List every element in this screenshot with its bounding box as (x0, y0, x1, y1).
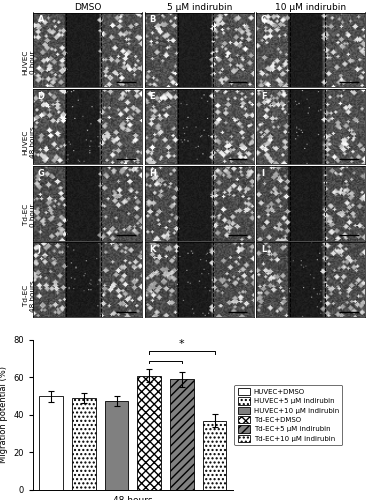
Y-axis label: HUVEC
48 hours: HUVEC 48 hours (23, 126, 35, 158)
Text: F: F (261, 92, 266, 101)
Bar (138, 376, 161, 490)
Bar (72, 398, 96, 490)
Text: B: B (149, 16, 156, 24)
Text: K: K (149, 246, 156, 254)
Text: *: * (179, 340, 185, 349)
Text: C: C (261, 16, 267, 24)
Text: J: J (38, 246, 41, 254)
X-axis label: 48 hours: 48 hours (113, 496, 153, 500)
Text: E: E (149, 92, 155, 101)
Bar (203, 420, 227, 490)
Text: D: D (38, 92, 45, 101)
Text: G: G (38, 169, 44, 178)
Y-axis label: Td-EC
0 hour: Td-EC 0 hour (23, 203, 35, 226)
Y-axis label: Migration potential (%): Migration potential (%) (0, 366, 8, 464)
Bar (170, 380, 194, 490)
Y-axis label: HUVEC
0 hour: HUVEC 0 hour (23, 50, 35, 76)
Text: L: L (261, 246, 266, 254)
Title: DMSO: DMSO (74, 2, 101, 12)
Text: I: I (261, 169, 264, 178)
Bar (39, 396, 63, 490)
Y-axis label: Td-EC
48 hours: Td-EC 48 hours (23, 280, 35, 312)
Legend: HUVEC+DMSO, HUVEC+5 μM indirubin, HUVEC+10 μM indirubin, Td-EC+DMSO, Td-EC+5 μM : HUVEC+DMSO, HUVEC+5 μM indirubin, HUVEC+… (234, 384, 342, 446)
Title: 5 μM indirubin: 5 μM indirubin (166, 2, 232, 12)
Text: A: A (38, 16, 44, 24)
Bar (105, 401, 128, 490)
Title: 10 μM indirubin: 10 μM indirubin (275, 2, 346, 12)
Text: H: H (149, 169, 156, 178)
